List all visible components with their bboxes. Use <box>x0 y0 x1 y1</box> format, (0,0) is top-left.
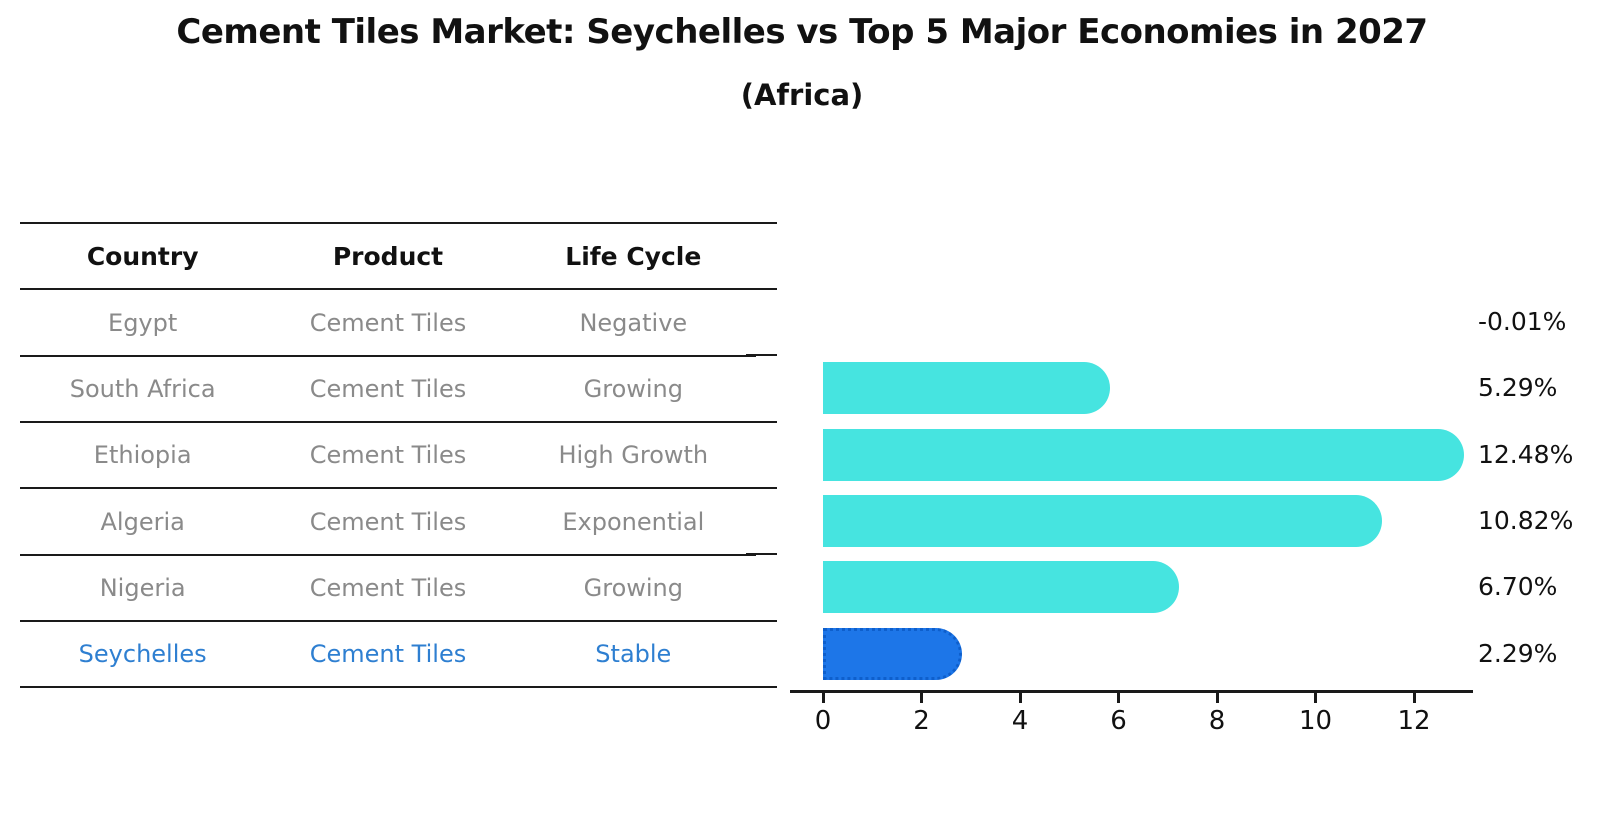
y-tick-5 <box>746 553 777 556</box>
y-tick-4 <box>746 486 777 489</box>
value-label-ethiopia: 12.48% <box>1478 439 1574 469</box>
country-table: Country Product Life Cycle Egypt Cement … <box>20 222 756 688</box>
table-row-egypt: Egypt Cement Tiles Negative <box>20 288 756 354</box>
x-tick-2 <box>920 693 923 703</box>
column-header-country: Country <box>86 241 199 271</box>
bar-nigeria <box>823 561 1179 614</box>
x-tick-label-4: 4 <box>1011 706 1029 736</box>
value-label-nigeria: 6.70% <box>1478 572 1558 602</box>
y-tick-0 <box>746 221 777 224</box>
cell-country: Nigeria <box>99 573 186 602</box>
x-tick-label-6: 6 <box>1110 706 1127 736</box>
column-header-product: Product <box>332 241 444 271</box>
x-tick-0 <box>821 693 825 703</box>
cell-country: Egypt <box>108 308 178 337</box>
x-tick-8 <box>1215 693 1219 703</box>
cell-lifecycle: Stable <box>595 640 672 669</box>
value-label-algeria: 10.82% <box>1478 506 1574 536</box>
chart-subtitle: (Africa) <box>740 78 864 112</box>
table-row-ethiopia: Ethiopia Cement Tiles High Growth <box>20 421 756 487</box>
y-tick-2 <box>746 354 777 357</box>
x-tick-label-2: 2 <box>913 706 930 736</box>
value-label-egypt: -0.01% <box>1478 307 1567 337</box>
table-row-south-africa: South Africa Cement Tiles Growing <box>20 354 756 421</box>
cell-lifecycle: Exponential <box>562 507 705 536</box>
column-header-lifecycle: Life Cycle <box>565 241 702 271</box>
x-tick-6 <box>1117 693 1120 703</box>
value-label-seychelles: 2.29% <box>1478 638 1558 668</box>
x-tick-label-0: 0 <box>814 706 832 736</box>
table-row-algeria: Algeria Cement Tiles Exponential <box>20 487 756 553</box>
bar-ethiopia <box>823 428 1464 481</box>
bar-algeria <box>823 495 1382 548</box>
y-tick-7 <box>746 686 777 689</box>
table-row-seychelles: Seychelles Cement Tiles Stable <box>20 620 756 686</box>
cell-product: Cement Tiles <box>309 374 467 403</box>
value-label-south-africa: 5.29% <box>1478 373 1558 403</box>
cell-lifecycle: High Growth <box>558 441 709 470</box>
x-tick-4 <box>1018 693 1022 703</box>
cell-lifecycle: Growing <box>583 573 683 602</box>
bar-seychelles <box>823 627 962 680</box>
y-tick-3 <box>746 420 777 423</box>
x-tick-label-8: 8 <box>1208 706 1226 736</box>
x-tick-10 <box>1314 693 1317 703</box>
table-header-row: Country Product Life Cycle <box>20 222 756 288</box>
x-tick-12 <box>1412 693 1416 703</box>
cell-product: Cement Tiles <box>309 573 467 602</box>
y-tick-1 <box>746 287 777 290</box>
cell-country: South Africa <box>69 374 216 403</box>
cell-country: Seychelles <box>78 640 207 669</box>
y-tick-6 <box>746 619 777 622</box>
chart-title: Cement Tiles Market: Seychelles vs Top 5… <box>176 12 1428 52</box>
cell-lifecycle: Negative <box>579 308 688 337</box>
cell-country: Algeria <box>100 507 185 536</box>
cell-product: Cement Tiles <box>309 507 467 536</box>
cell-product: Cement Tiles <box>309 308 467 337</box>
bar-south-africa <box>823 362 1110 415</box>
table-row-nigeria: Nigeria Cement Tiles Growing <box>20 553 756 620</box>
cell-country: Ethiopia <box>93 441 192 470</box>
x-tick-label-12: 12 <box>1397 706 1431 736</box>
cell-lifecycle: Growing <box>583 374 683 403</box>
x-axis-line <box>790 690 1473 693</box>
x-tick-label-10: 10 <box>1298 706 1333 736</box>
cell-product: Cement Tiles <box>309 640 467 669</box>
cell-product: Cement Tiles <box>309 441 467 470</box>
